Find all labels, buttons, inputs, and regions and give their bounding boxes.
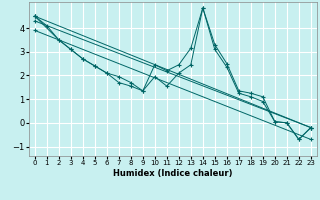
X-axis label: Humidex (Indice chaleur): Humidex (Indice chaleur): [113, 169, 233, 178]
